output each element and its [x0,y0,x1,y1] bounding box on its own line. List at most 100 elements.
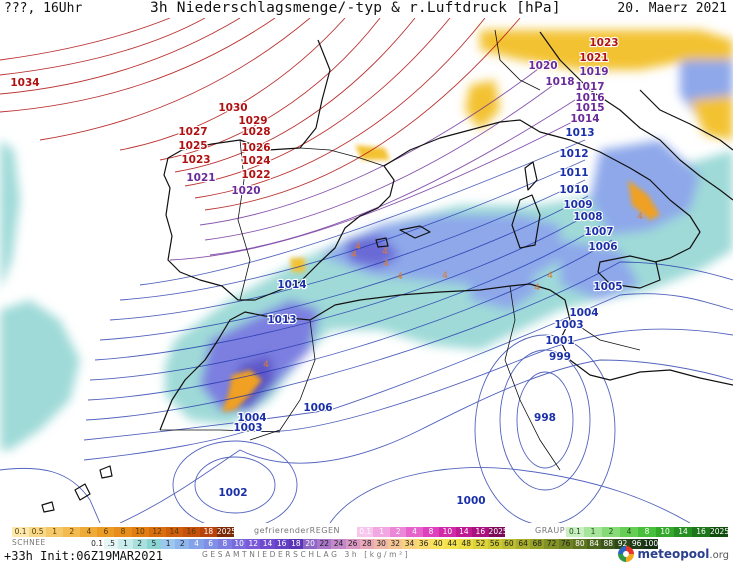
total-scale-cell: 44 [445,539,460,549]
meteopool-logo[interactable]: meteopool.org [618,544,729,564]
coast-adriatic-east [639,89,733,151]
borders [160,29,641,471]
border-morocco-algeria [249,319,316,441]
pressure-label-1006: 1006 [303,402,332,414]
pressure-label-1013: 1013 [565,127,594,139]
total-scale-cell: 30 [374,539,389,549]
coast-gulf-italy [383,119,701,263]
frz-scale-cell: 10 [439,527,456,537]
total-scale-cell: 92 [615,539,630,549]
precip-amount-label: 4 [383,259,389,269]
graupel-scale-cell: 16 [692,527,710,537]
pressure-label-1016: 1016 [575,92,604,104]
total-scale-cell: 26 [345,539,360,549]
snow-atlas [222,370,262,412]
pressure-label-1023: 1023 [181,154,210,166]
frz-scale-cell: 4 [406,527,423,537]
graupel-scale-cell: 4 [620,527,638,537]
valid-time-label: ???, 16Uhr [4,1,83,16]
coast-adriatic-west [539,31,733,201]
precip-alboran-heavy [345,235,400,268]
total-scale-cell: 100+ [643,539,665,549]
precip-amount-label: 4 [263,360,269,370]
graupel-scale-cell: 0.1 [566,527,584,537]
coast-canary-2 [99,465,113,479]
pressure-label-1020: 1020 [528,60,557,72]
isobar-1006 [85,261,733,421]
precip-amount-label: 4 [442,271,448,281]
isobar-1025 [194,18,486,199]
total-scale-cell: 76 [558,539,573,549]
pressure-label-1015: 1015 [575,102,604,114]
snow-scale-cell: 1 [46,527,64,537]
coast-canary-1 [74,483,91,501]
pressure-label-1004: 1004 [569,307,598,319]
precip-amount-label: 4 [534,283,540,293]
pressure-label-1017: 1017 [575,81,604,93]
precip-amount-label: 4 [382,247,388,257]
total-scale-cell: 52 [473,539,488,549]
pressure-label-1021: 1021 [579,52,608,64]
snow-scale-cell: 2 [63,527,81,537]
pressure-label-1005: 1005 [593,281,622,293]
snow-scale-cell: 8 [114,527,132,537]
snow-scale-cell: 16 [182,527,200,537]
total-scale-cell: 4 [189,539,204,549]
pressure-label-1003: 1003 [233,422,262,434]
isobar-1031 [0,18,276,113]
total-scale-cell: 24 [331,539,346,549]
pressure-label-1027: 1027 [178,126,207,138]
total-scale-cell: 72 [544,539,559,549]
init-time: +33h Init:06Z19MAR2021 [4,549,163,563]
snow-scale-cell: 2025+ [216,527,243,537]
pressure-label-1014: 1014 [277,279,306,291]
graupel-scale-cell: 14 [674,527,692,537]
isobar-1024 [204,18,521,211]
meteopool-logo-text: meteopool.org [637,547,729,561]
snow-pyrenees [355,145,390,160]
isobar-1003 [119,359,733,523]
pressure-label-1013: 1013 [267,314,296,326]
isobar-1010 [99,195,589,341]
precip-amount-label: 4 [637,212,643,222]
snow-scale-cell: 14 [165,527,183,537]
snow-scale-cell: 6 [97,527,115,537]
border-algeria-tunisia [504,285,561,471]
graupel-scale-cell: 10 [656,527,674,537]
pressure-label-1006: 1006 [588,241,617,253]
total-scale-cell: 12 [246,539,261,549]
coast-ibiza [375,237,389,248]
coastlines [41,31,733,513]
border-portugal [237,139,251,301]
pressure-label-1023: 1023 [589,37,618,49]
total-scale-cell: 88 [601,539,616,549]
pressure-label-1000: 1000 [456,495,485,507]
total-scale-cell: 32 [388,539,403,549]
pressure-label-1020: 1020 [231,185,260,197]
legend-graupel-scale: 0.1 1 2 4 8 10 14 16 2025+ [566,527,733,537]
total-scale-cell: .5 [104,539,119,549]
coast-canary-3 [41,501,55,513]
total-scale-cell: 48 [459,539,474,549]
isobar-1011 [109,179,586,321]
isobar-low-998 [516,371,574,469]
isobar-1001-south [329,467,691,523]
total-scale-cell: 64 [516,539,531,549]
snow-apennine [628,180,660,220]
snow-sierra [290,258,305,272]
pressure-label-1024: 1024 [241,155,270,167]
isobar-1005-west [0,467,101,523]
coast-corsica [524,161,538,191]
border-alps [494,29,541,91]
isobar-1026 [184,18,451,187]
graupel-scale-cell: 1 [584,527,602,537]
legend-snow-label: SCHNEE [12,538,46,547]
pressure-label-1001: 1001 [545,335,574,347]
total-scale-cell: 40 [430,539,445,549]
snow-scale-cell: 12 [148,527,166,537]
pressure-label-1003: 1003 [554,319,583,331]
isobar-low-1002 [194,456,276,514]
meteopool-logo-icon [618,546,635,562]
